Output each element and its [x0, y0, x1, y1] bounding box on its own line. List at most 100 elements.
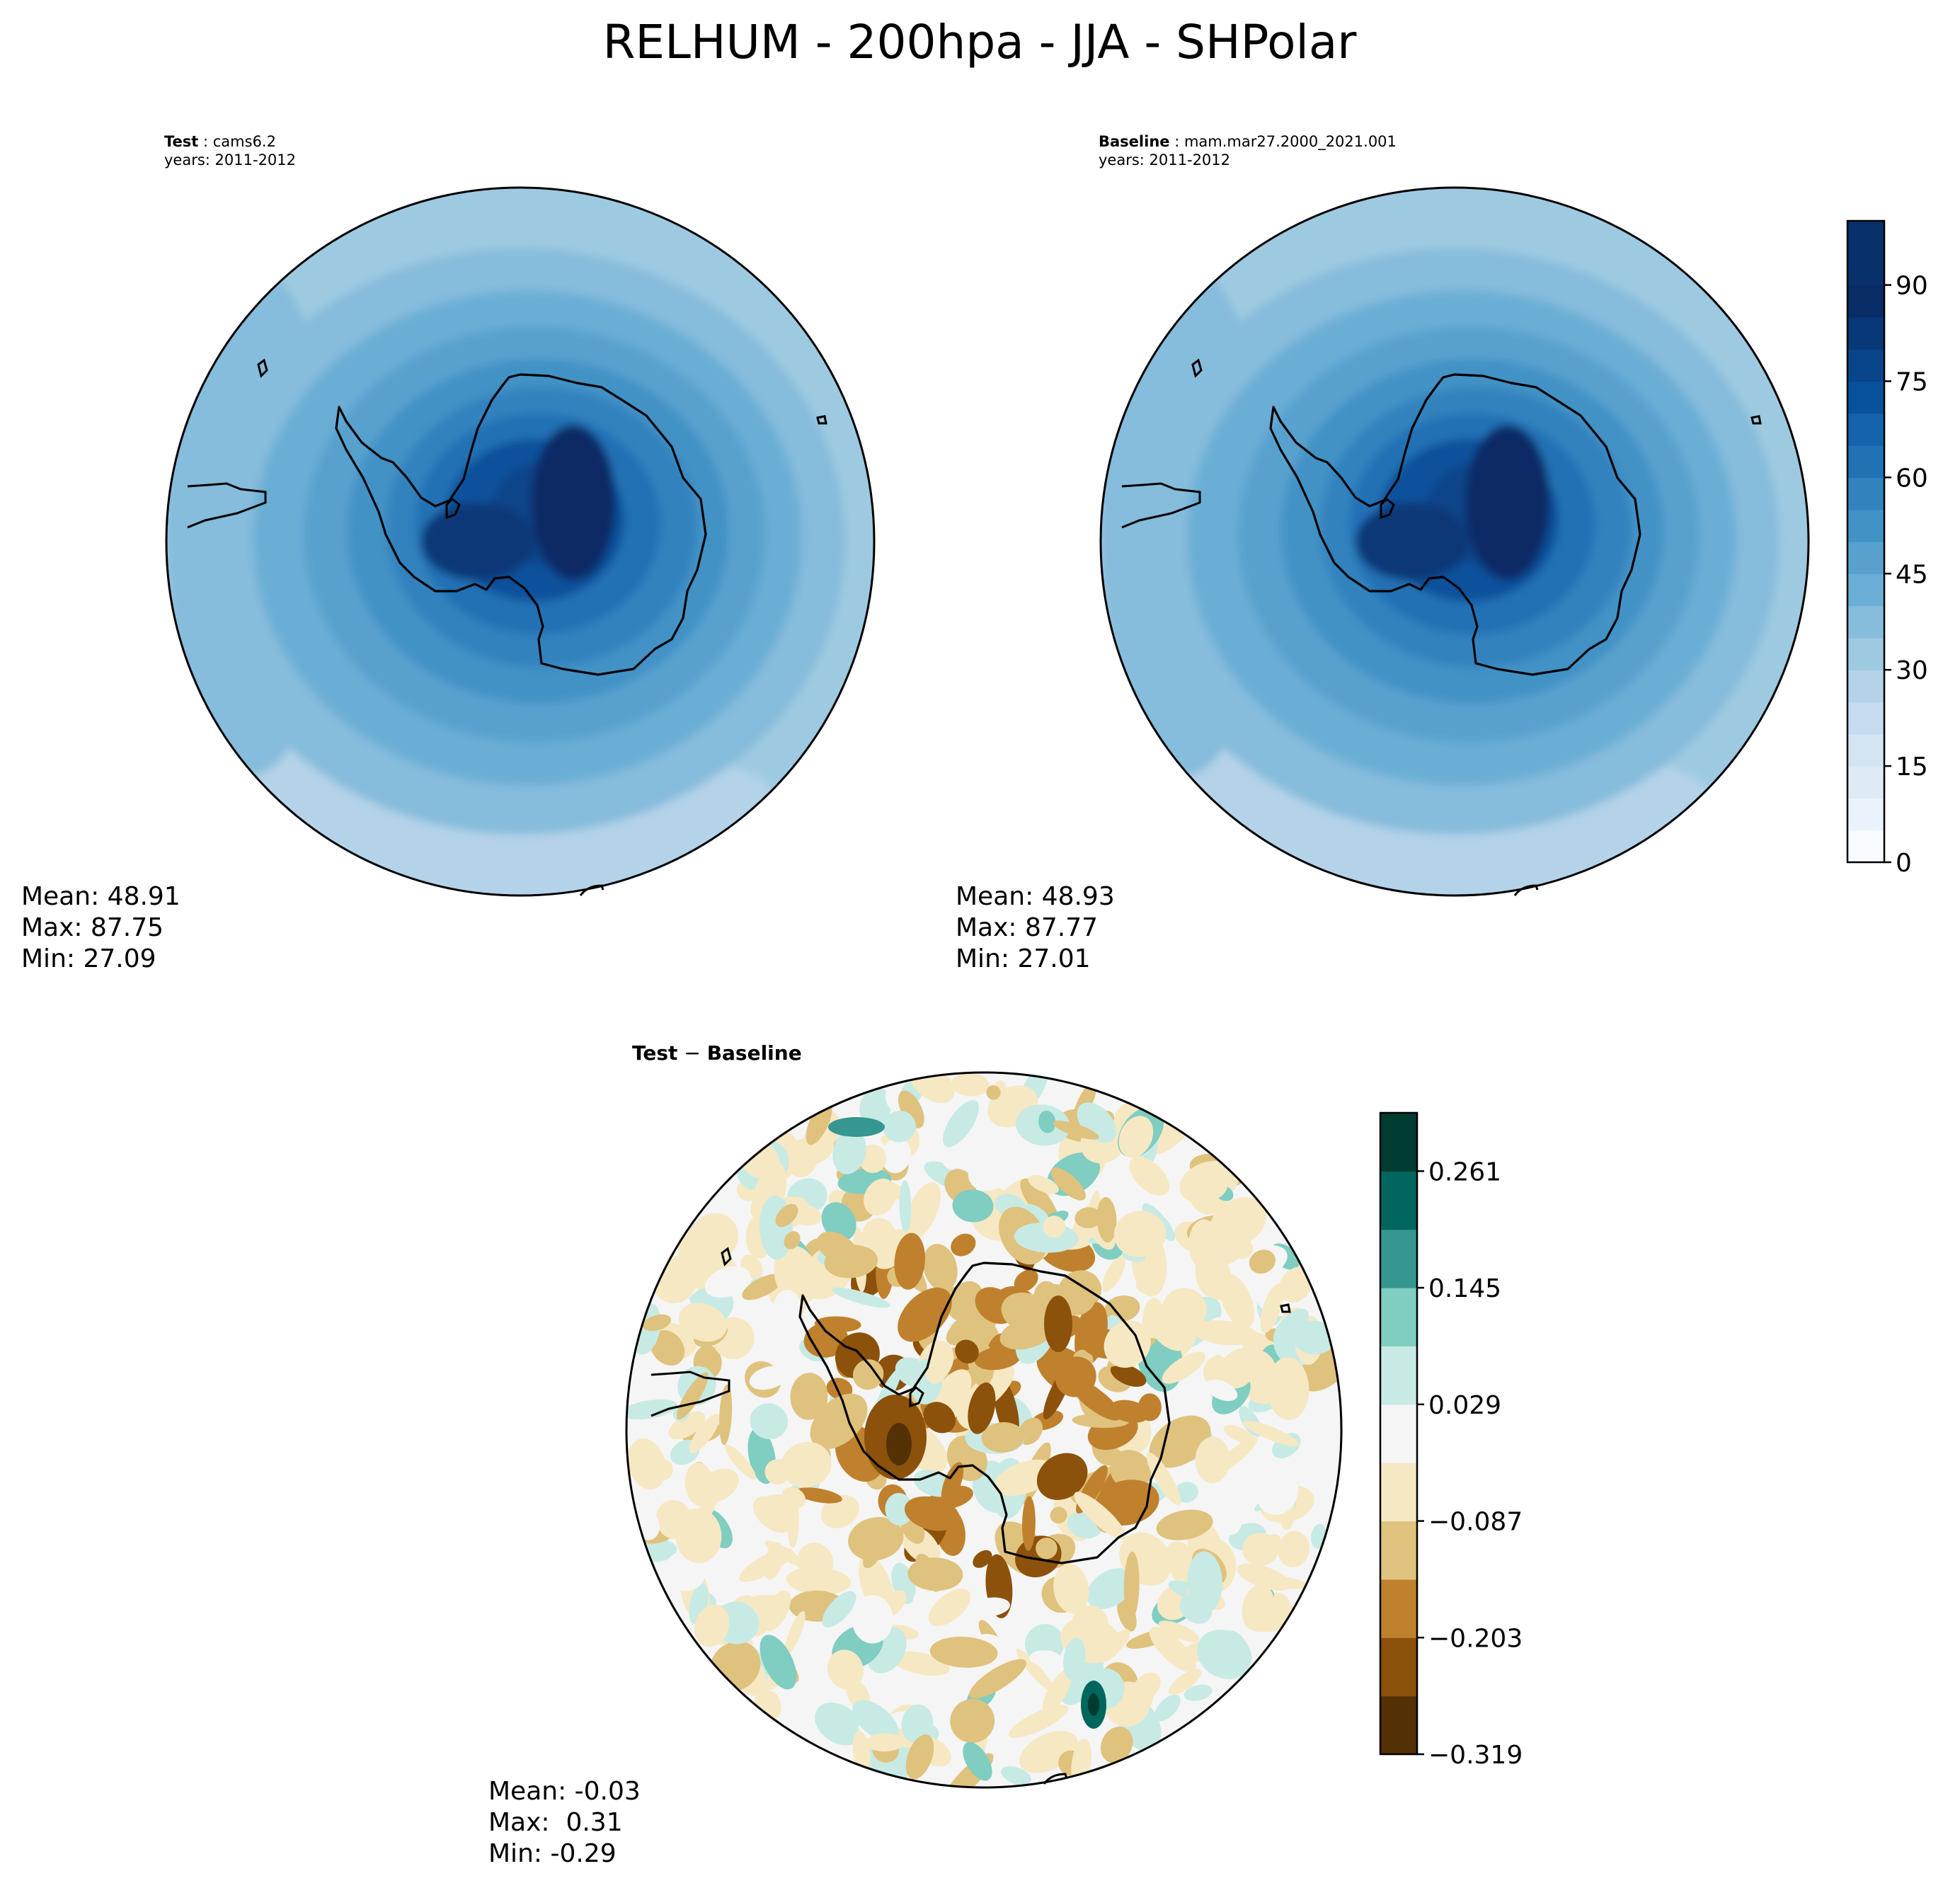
difference-patch — [1147, 1304, 1191, 1351]
colorbar-relhum-segment — [1847, 798, 1884, 831]
difference-patch — [852, 1595, 893, 1644]
south-america-coastline — [187, 482, 267, 529]
island-coastline — [1380, 497, 1395, 520]
colorbar-relhum-segment — [1847, 509, 1884, 542]
difference-patch — [797, 1543, 834, 1581]
difference-patch — [1008, 1705, 1069, 1739]
difference-patch — [894, 1232, 926, 1290]
colorbar-relhum-segment — [1847, 445, 1884, 478]
antarctica-coastline — [1269, 373, 1641, 676]
colorbar-relhum-segment — [1847, 830, 1884, 863]
difference-patch — [1050, 1506, 1067, 1524]
difference-patch — [694, 1604, 730, 1647]
difference-patch — [883, 1111, 916, 1143]
difference-patch — [848, 1517, 904, 1561]
difference-patch — [781, 1441, 832, 1488]
difference-patch — [852, 1359, 884, 1390]
difference-patch — [1243, 1420, 1300, 1446]
colorbar-relhum-segment — [1847, 413, 1884, 446]
difference-patch — [1070, 1379, 1122, 1421]
colorbar-difference-segment — [1380, 1229, 1417, 1288]
map-test-field — [166, 188, 874, 896]
colorbar-difference-tick-label: −0.087 — [1428, 1508, 1523, 1537]
difference-patch — [905, 1734, 934, 1780]
colorbar-difference-segment — [1380, 1346, 1417, 1405]
difference-patch — [749, 1366, 789, 1390]
stat-min-baseline: Min: 27.01 — [956, 944, 1091, 973]
difference-patch — [1118, 1116, 1154, 1158]
difference-patch — [827, 1649, 864, 1690]
colorbar-difference-segment — [1380, 1404, 1417, 1463]
difference-patch — [968, 1150, 1013, 1191]
difference-patch — [1195, 1436, 1230, 1484]
kerguelen-coastline — [816, 415, 827, 425]
difference-patch — [1036, 1537, 1058, 1560]
difference-patch — [952, 1189, 994, 1223]
difference-patch — [784, 1611, 806, 1654]
falklands-coastline — [1191, 358, 1203, 378]
difference-patch — [955, 1339, 979, 1363]
difference-patch — [905, 1182, 941, 1239]
difference-patch — [1242, 1533, 1279, 1566]
south-america-coastline — [651, 1371, 730, 1417]
colorbar-difference-segment — [1380, 1521, 1417, 1580]
difference-patch — [1279, 1266, 1313, 1303]
difference-patch — [824, 1245, 878, 1278]
difference-patch — [1158, 1620, 1200, 1642]
difference-patch — [1028, 1175, 1059, 1194]
panel-difference-label: Test − Baseline — [632, 1041, 802, 1065]
difference-patch — [907, 1557, 963, 1591]
difference-patch — [832, 1287, 890, 1308]
colorbar-relhum-tick-label: 90 — [1896, 272, 1928, 301]
difference-patch — [942, 1099, 979, 1148]
difference-patch — [1220, 1354, 1255, 1389]
difference-patch — [1071, 1605, 1108, 1642]
difference-patch — [1050, 1167, 1086, 1201]
colorbar-difference-segment — [1380, 1288, 1417, 1347]
difference-patch — [1020, 1178, 1059, 1225]
field-maximum — [1465, 425, 1550, 580]
falklands-coastline — [257, 358, 268, 378]
panel-baseline-years: years: 2011-2012 — [1099, 151, 1230, 168]
difference-patch — [678, 1303, 728, 1342]
difference-patch — [1096, 1196, 1117, 1243]
panel-test-stats: Mean: 48.91 Max: 87.75 Min: 27.09 — [21, 882, 180, 973]
difference-patch — [1109, 1400, 1150, 1423]
colorbar-difference-tick-label: 0.145 — [1428, 1274, 1501, 1303]
panel-baseline: Baseline : mam.mar27.2000_2021.001 years… — [956, 133, 1928, 973]
difference-patch — [1198, 1164, 1228, 1199]
difference-patch — [1053, 1121, 1099, 1140]
difference-patch — [929, 1636, 998, 1668]
difference-patch — [668, 1411, 706, 1440]
difference-patch — [1162, 1351, 1205, 1384]
colorbar-relhum-segment — [1847, 316, 1884, 350]
colorbar-relhum-segment — [1847, 637, 1884, 670]
field-secondary-max — [421, 503, 534, 580]
panel-difference-label-bold: Test — [632, 1041, 677, 1065]
difference-patch — [1100, 1726, 1133, 1763]
difference-patch — [1249, 1249, 1276, 1274]
difference-patch — [815, 1702, 862, 1746]
difference-patch — [1197, 1630, 1252, 1679]
difference-patch — [1187, 1551, 1222, 1613]
panel-test-years: years: 2011-2012 — [164, 151, 296, 168]
difference-patch — [1113, 1211, 1167, 1258]
difference-patch — [1028, 1650, 1061, 1666]
map-difference-coastline — [651, 1247, 1291, 1785]
south-america-coastline — [1121, 482, 1201, 529]
difference-patch — [1156, 1509, 1213, 1540]
field-maximum — [531, 425, 616, 580]
stat-min-test: Min: 27.09 — [21, 944, 156, 973]
panel-difference-label-bold2: Baseline — [707, 1041, 802, 1065]
difference-patch — [1038, 1110, 1056, 1133]
difference-patch — [704, 1266, 751, 1298]
difference-patch — [1110, 1450, 1152, 1490]
island-coastline — [445, 497, 461, 520]
difference-patch — [786, 1138, 818, 1178]
difference-patch — [822, 1591, 856, 1627]
field-secondary-max — [1356, 503, 1469, 580]
difference-patch — [775, 1203, 798, 1228]
difference-patch — [1101, 1256, 1125, 1292]
stat-min-difference: Min: -0.29 — [488, 1839, 617, 1868]
